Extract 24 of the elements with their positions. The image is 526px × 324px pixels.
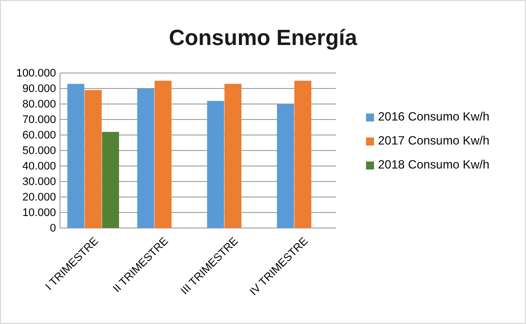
bar [137, 88, 154, 228]
y-tick-label: 40.000 [22, 160, 56, 173]
y-tick-label: 80.000 [22, 98, 56, 111]
legend-label: 2017 Consumo Kw/h [378, 134, 490, 148]
bar [294, 80, 312, 228]
y-tick-label: 30.000 [22, 176, 56, 188]
bar [84, 90, 102, 228]
y-tick-label: 100.000 [16, 68, 56, 80]
y-tick-label: 60.000 [22, 130, 56, 142]
y-tick-label: 10.000 [22, 207, 56, 220]
y-tick-label: 20.000 [22, 192, 56, 204]
bar [67, 84, 84, 228]
y-tick-label: 50.000 [22, 145, 56, 158]
bar [276, 104, 294, 228]
bar [207, 100, 224, 228]
y-tick-label: 0 [50, 222, 56, 235]
bar [154, 80, 172, 228]
legend-label: 2018 Consumo Kw/h [378, 158, 490, 172]
bar [224, 84, 242, 228]
legend-label: 2016 Consumo Kw/h [378, 110, 490, 124]
chart-title: Consumo Energía [168, 25, 358, 50]
bar [102, 132, 120, 228]
y-tick-label: 70.000 [22, 114, 56, 126]
y-tick-label: 90.000 [22, 83, 56, 96]
